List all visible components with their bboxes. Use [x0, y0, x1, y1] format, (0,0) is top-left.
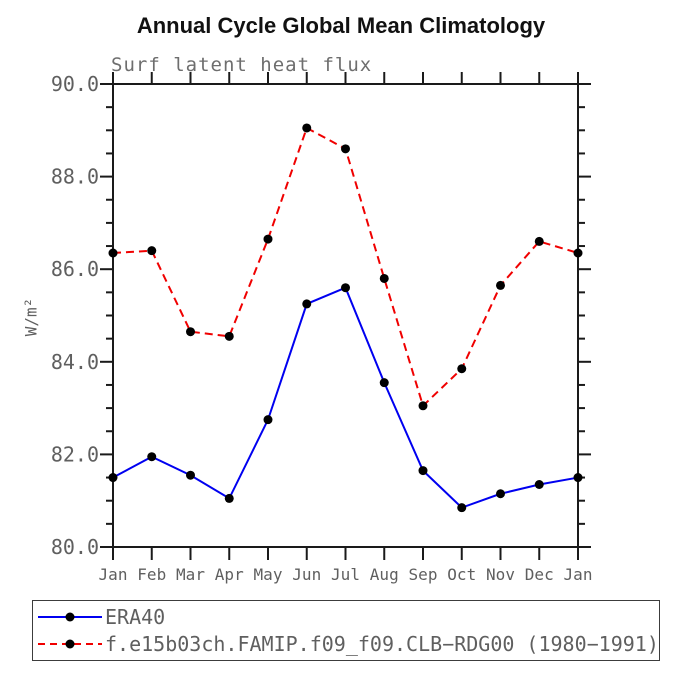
model-dashed-line-swatch-icon — [38, 639, 102, 649]
y-tick-label: 88.0 — [51, 165, 99, 189]
tick-labels: 80.0 82.0 84.0 86.0 88.0 90.0 Jan Feb Mar Apr May J… — [51, 72, 593, 584]
y-tick-label: 90.0 — [51, 72, 99, 96]
x-tick-label: Mar — [176, 565, 205, 584]
legend-item-model: f.e15b03ch.FAMIP.f09_f09.CLB−RDG00 (1980… — [33, 631, 659, 658]
chart-title: Annual Cycle Global Mean Climatology — [136, 13, 546, 38]
legend-label-model: f.e15b03ch.FAMIP.f09_f09.CLB−RDG00 (1980… — [105, 632, 659, 656]
series-model — [108, 123, 583, 411]
x-tick-label: Apr — [215, 565, 244, 584]
series-era40 — [108, 283, 583, 513]
x-tick-label: Nov — [486, 565, 515, 584]
x-tick-label: Aug — [370, 565, 399, 584]
legend-item-era40: ERA40 — [33, 604, 659, 631]
x-tick-label: Jul — [331, 565, 360, 584]
y-tick-label: 80.0 — [51, 535, 99, 559]
x-tick-label: Oct — [447, 565, 476, 584]
y-tick-label: 86.0 — [51, 257, 99, 281]
x-tick-label: Feb — [137, 565, 166, 584]
legend-label-era40: ERA40 — [105, 605, 166, 629]
legend-box: ERA40 f.e15b03ch.FAMIP.f09_f09.CLB−RDG00… — [32, 600, 660, 661]
y-tick-label: 84.0 — [51, 350, 99, 374]
chart-subtitle: Surf latent heat flux — [111, 54, 373, 76]
y-tick-label: 82.0 — [51, 442, 99, 466]
era40-line-swatch-icon — [38, 612, 102, 622]
x-tick-label: Jan — [564, 565, 593, 584]
x-tick-label: Dec — [525, 565, 554, 584]
x-tick-label: Jan — [99, 565, 128, 584]
x-tick-label: Sep — [409, 565, 438, 584]
x-tick-label: May — [254, 565, 283, 584]
x-tick-label: Jun — [292, 565, 321, 584]
